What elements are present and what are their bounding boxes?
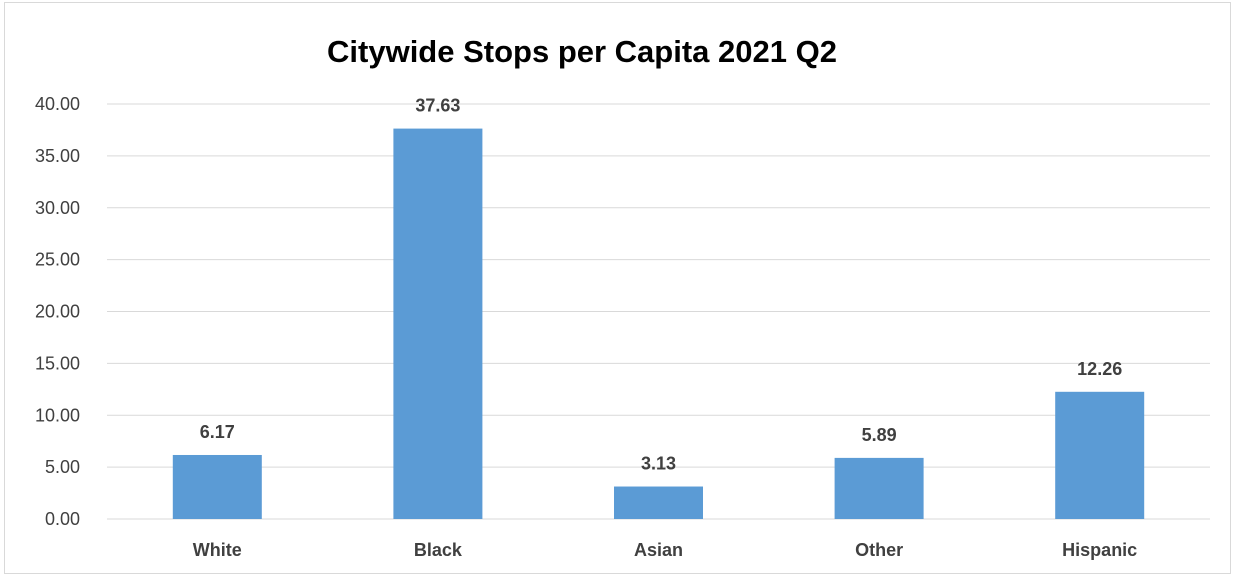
- data-label-white: 6.17: [200, 422, 235, 442]
- data-label-hispanic: 12.26: [1077, 359, 1122, 379]
- x-category-label: Other: [855, 540, 903, 560]
- y-tick-label: 20.00: [35, 302, 80, 322]
- y-tick-label: 5.00: [45, 457, 80, 477]
- bar-hispanic: [1055, 391, 1145, 519]
- y-axis-ticks: 0.00 5.00 10.00 15.00 20.00 25.00 30.00 35.00 40…: [35, 94, 80, 529]
- data-label-black: 37.63: [415, 96, 460, 116]
- bars: [172, 128, 1145, 519]
- x-axis-categories: White Black Asian Other Hispanic: [193, 540, 1137, 560]
- y-tick-label: 0.00: [45, 509, 80, 529]
- chart-title: Citywide Stops per Capita 2021 Q2: [327, 34, 837, 69]
- x-category-label: Asian: [634, 540, 683, 560]
- y-tick-label: 40.00: [35, 94, 80, 114]
- bar-other: [834, 457, 924, 519]
- y-tick-label: 30.00: [35, 198, 80, 218]
- data-labels: 6.17 37.63 3.13 5.89 12.26: [200, 96, 1122, 474]
- y-tick-label: 15.00: [35, 353, 80, 373]
- x-category-label: Black: [414, 540, 463, 560]
- y-tick-label: 10.00: [35, 405, 80, 425]
- x-category-label: White: [193, 540, 242, 560]
- bar-white: [172, 454, 262, 519]
- data-label-asian: 3.13: [641, 454, 676, 474]
- y-tick-label: 35.00: [35, 146, 80, 166]
- bar-asian: [614, 486, 703, 519]
- y-tick-label: 25.00: [35, 250, 80, 270]
- data-label-other: 5.89: [862, 425, 897, 445]
- x-category-label: Hispanic: [1062, 540, 1137, 560]
- gridlines: [107, 103, 1210, 520]
- bar-black: [393, 128, 483, 519]
